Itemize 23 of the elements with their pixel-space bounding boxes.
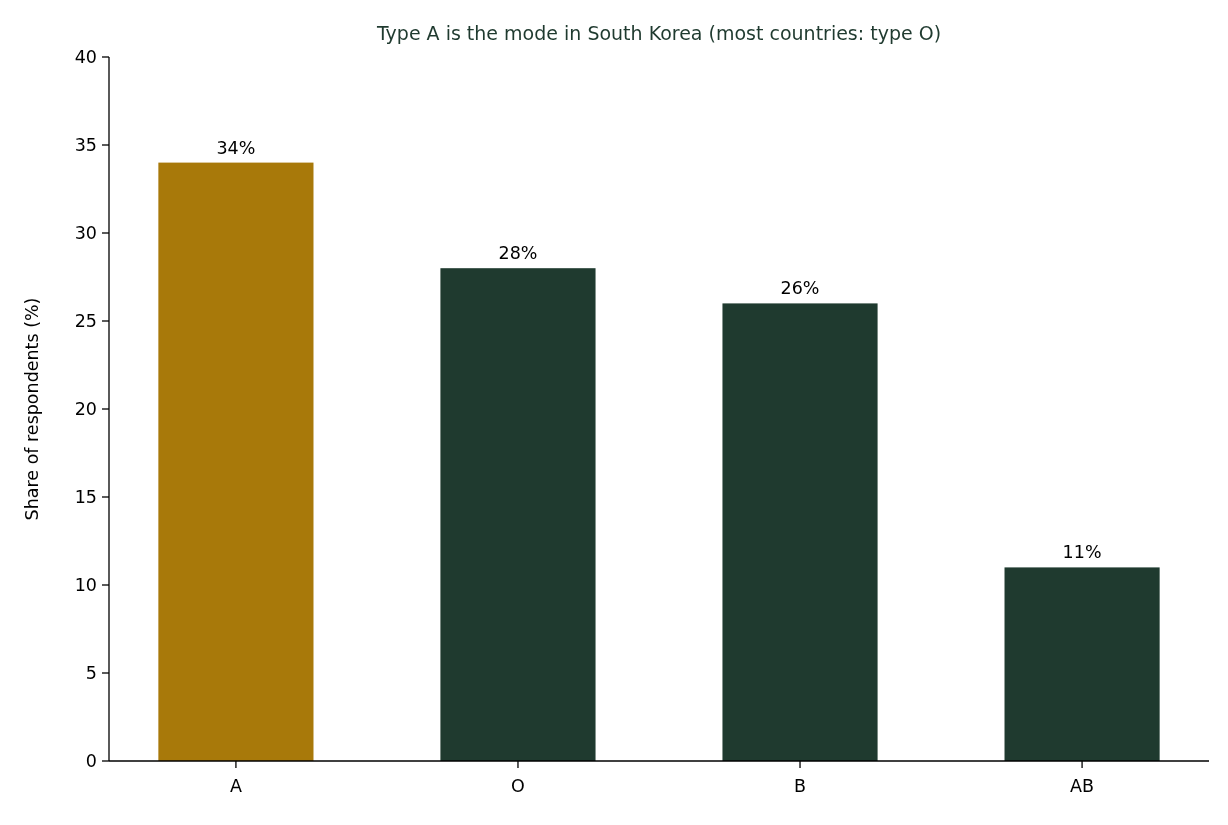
x-tick-label: AB xyxy=(1070,776,1095,796)
bar xyxy=(440,268,596,761)
bar xyxy=(158,162,314,761)
x-tick-label: O xyxy=(511,776,525,796)
y-tick-label: 15 xyxy=(74,487,97,508)
y-axis-title: Share of respondents (%) xyxy=(22,297,42,521)
bar xyxy=(1004,567,1160,761)
data-label: 28% xyxy=(498,243,538,264)
x-tick-label: A xyxy=(229,776,242,796)
y-tick-label: 0 xyxy=(85,751,97,772)
y-tick-label: 20 xyxy=(74,399,97,420)
y-tick-label: 30 xyxy=(74,223,97,244)
chart-title: Type A is the mode in South Korea (most countries: type O) xyxy=(375,22,942,44)
data-label: 26% xyxy=(780,278,820,299)
y-tick-label: 35 xyxy=(74,135,97,156)
data-label: 34% xyxy=(216,137,256,158)
y-tick-label: 10 xyxy=(74,575,97,596)
bar xyxy=(722,303,878,761)
y-tick-label: 5 xyxy=(85,663,97,684)
y-tick-label: 40 xyxy=(74,47,97,68)
data-label: 11% xyxy=(1062,542,1102,563)
y-tick-label: 25 xyxy=(74,311,97,332)
x-tick-label: B xyxy=(794,776,807,796)
